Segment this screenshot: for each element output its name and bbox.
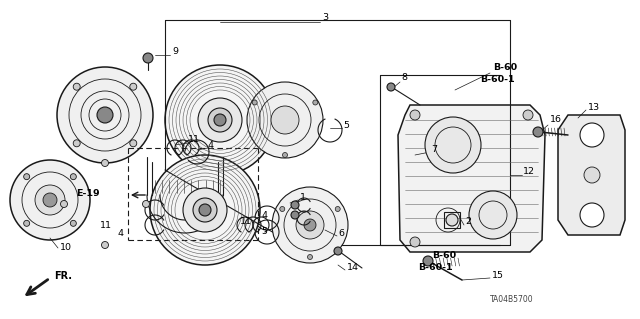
- Circle shape: [523, 110, 533, 120]
- Polygon shape: [398, 105, 545, 252]
- Circle shape: [150, 155, 260, 265]
- Circle shape: [334, 247, 342, 255]
- Circle shape: [193, 198, 217, 222]
- Circle shape: [291, 201, 299, 209]
- Circle shape: [198, 98, 242, 142]
- Text: 11: 11: [240, 218, 252, 226]
- Circle shape: [208, 108, 232, 132]
- Circle shape: [130, 140, 137, 147]
- Text: B-60-1: B-60-1: [480, 76, 515, 85]
- Circle shape: [533, 127, 543, 137]
- Text: 6: 6: [338, 228, 344, 238]
- Text: 11: 11: [100, 220, 112, 229]
- Circle shape: [183, 188, 227, 232]
- Bar: [444, 212, 460, 228]
- Circle shape: [247, 82, 323, 158]
- Text: 5: 5: [343, 121, 349, 130]
- Circle shape: [410, 110, 420, 120]
- Text: E-19: E-19: [76, 189, 100, 198]
- Circle shape: [410, 237, 420, 247]
- Circle shape: [313, 100, 318, 105]
- Circle shape: [57, 67, 153, 163]
- Circle shape: [165, 65, 275, 175]
- Text: 10: 10: [60, 242, 72, 251]
- Circle shape: [143, 201, 150, 207]
- Circle shape: [469, 191, 517, 239]
- Circle shape: [387, 83, 395, 91]
- Circle shape: [271, 106, 299, 134]
- Circle shape: [307, 255, 312, 259]
- Text: 13: 13: [588, 102, 600, 112]
- Circle shape: [97, 107, 113, 123]
- Text: 9: 9: [172, 48, 178, 56]
- Circle shape: [291, 211, 299, 219]
- Text: B-60: B-60: [493, 63, 517, 72]
- Text: 14: 14: [347, 263, 359, 271]
- Text: B-60: B-60: [432, 251, 456, 261]
- Circle shape: [70, 174, 76, 180]
- Circle shape: [584, 167, 600, 183]
- Circle shape: [102, 241, 109, 249]
- Text: 7: 7: [431, 145, 437, 154]
- Text: TA04B5700: TA04B5700: [490, 295, 534, 305]
- Circle shape: [43, 193, 57, 207]
- Text: 12: 12: [523, 167, 535, 176]
- Circle shape: [73, 83, 80, 90]
- Text: 4: 4: [208, 140, 214, 150]
- Text: 3: 3: [322, 13, 328, 23]
- Circle shape: [35, 185, 65, 215]
- Circle shape: [446, 214, 458, 226]
- Text: 8: 8: [401, 73, 407, 83]
- Circle shape: [580, 123, 604, 147]
- Text: 11: 11: [188, 136, 200, 145]
- Circle shape: [425, 117, 481, 173]
- Circle shape: [214, 114, 226, 126]
- Circle shape: [102, 160, 109, 167]
- Text: 15: 15: [492, 271, 504, 279]
- Text: FR.: FR.: [54, 271, 72, 281]
- Circle shape: [73, 140, 80, 147]
- Circle shape: [199, 204, 211, 216]
- Polygon shape: [558, 115, 625, 235]
- Circle shape: [335, 206, 340, 211]
- Text: 4: 4: [261, 211, 267, 219]
- Circle shape: [280, 206, 285, 211]
- Circle shape: [70, 220, 76, 226]
- Circle shape: [130, 83, 137, 90]
- Circle shape: [304, 219, 316, 231]
- Circle shape: [61, 201, 67, 207]
- Circle shape: [272, 187, 348, 263]
- Circle shape: [423, 256, 433, 266]
- Text: 5: 5: [261, 227, 267, 236]
- Text: 4: 4: [118, 228, 124, 238]
- Circle shape: [24, 174, 29, 180]
- Text: 1: 1: [300, 192, 306, 202]
- Circle shape: [24, 220, 29, 226]
- Circle shape: [282, 152, 287, 158]
- Circle shape: [10, 160, 90, 240]
- Circle shape: [296, 211, 324, 239]
- Text: 16: 16: [550, 115, 562, 124]
- Text: B-60-1: B-60-1: [418, 263, 452, 272]
- Text: 2: 2: [465, 218, 471, 226]
- Circle shape: [580, 203, 604, 227]
- Circle shape: [252, 100, 257, 105]
- Circle shape: [143, 53, 153, 63]
